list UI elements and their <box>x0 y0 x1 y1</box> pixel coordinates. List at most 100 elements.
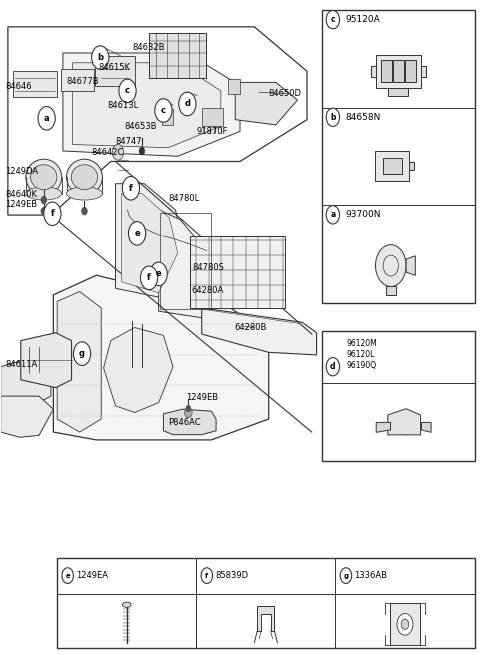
Ellipse shape <box>26 187 62 200</box>
Text: c: c <box>125 86 130 96</box>
Polygon shape <box>390 603 420 645</box>
Text: 84615K: 84615K <box>99 63 131 72</box>
Circle shape <box>141 266 157 290</box>
Circle shape <box>179 92 196 116</box>
Text: c: c <box>331 15 335 24</box>
Polygon shape <box>202 308 317 355</box>
Polygon shape <box>60 69 94 91</box>
Polygon shape <box>383 158 402 174</box>
Polygon shape <box>228 79 240 94</box>
Text: 93700N: 93700N <box>345 210 381 219</box>
Polygon shape <box>12 71 57 98</box>
Polygon shape <box>72 63 221 148</box>
Circle shape <box>122 176 140 200</box>
Text: e: e <box>156 269 161 278</box>
Text: 95120A: 95120A <box>345 15 380 24</box>
FancyBboxPatch shape <box>323 331 475 462</box>
Text: 1249EB: 1249EB <box>186 393 218 402</box>
Circle shape <box>73 342 91 365</box>
Polygon shape <box>0 357 51 407</box>
Polygon shape <box>386 286 396 295</box>
Polygon shape <box>21 333 72 388</box>
Circle shape <box>44 202 61 225</box>
FancyBboxPatch shape <box>57 557 475 648</box>
Polygon shape <box>421 422 431 432</box>
Circle shape <box>112 145 124 160</box>
Polygon shape <box>388 88 408 96</box>
Text: 1249EA: 1249EA <box>76 571 108 580</box>
Circle shape <box>184 407 192 418</box>
Text: 84650D: 84650D <box>269 89 302 98</box>
Ellipse shape <box>122 602 131 607</box>
Text: g: g <box>79 349 85 358</box>
Circle shape <box>326 10 339 29</box>
Circle shape <box>38 107 55 130</box>
Text: 64280B: 64280B <box>234 323 266 332</box>
Text: b: b <box>97 53 103 62</box>
FancyBboxPatch shape <box>323 10 475 303</box>
Polygon shape <box>235 83 298 125</box>
Circle shape <box>129 221 146 245</box>
Ellipse shape <box>26 159 62 195</box>
Polygon shape <box>406 255 415 275</box>
Text: g: g <box>343 572 348 578</box>
Circle shape <box>401 619 409 629</box>
Circle shape <box>340 568 352 584</box>
Text: 84611A: 84611A <box>5 360 38 369</box>
Ellipse shape <box>31 165 57 189</box>
Circle shape <box>326 108 339 126</box>
Polygon shape <box>376 54 420 88</box>
Polygon shape <box>376 422 391 432</box>
Text: 84747: 84747 <box>116 138 142 146</box>
Text: 84677B: 84677B <box>67 77 99 86</box>
Circle shape <box>41 196 47 204</box>
Polygon shape <box>162 109 173 125</box>
Text: 84780L: 84780L <box>168 194 200 202</box>
Polygon shape <box>158 210 214 318</box>
Polygon shape <box>121 193 178 293</box>
Text: 96120M
96120L
96190Q: 96120M 96120L 96190Q <box>346 339 377 370</box>
Text: 84653B: 84653B <box>124 122 156 131</box>
Polygon shape <box>104 328 173 413</box>
Ellipse shape <box>67 187 102 200</box>
Text: a: a <box>44 114 49 123</box>
Polygon shape <box>96 56 135 86</box>
Ellipse shape <box>72 165 97 189</box>
Text: 84642C: 84642C <box>92 148 124 157</box>
Text: 84640K: 84640K <box>5 190 37 198</box>
Text: 84658N: 84658N <box>345 113 381 122</box>
Polygon shape <box>375 151 409 181</box>
Circle shape <box>155 99 172 122</box>
Text: 85839D: 85839D <box>216 571 249 580</box>
Polygon shape <box>405 60 416 82</box>
Polygon shape <box>53 275 269 440</box>
Circle shape <box>326 358 339 376</box>
Polygon shape <box>388 409 420 435</box>
Circle shape <box>119 79 136 103</box>
Text: 64280A: 64280A <box>191 286 223 295</box>
Text: d: d <box>330 362 336 371</box>
Polygon shape <box>0 396 53 438</box>
Text: b: b <box>330 113 336 122</box>
Text: P846AC: P846AC <box>168 418 201 427</box>
Text: 1336AB: 1336AB <box>355 571 387 580</box>
FancyBboxPatch shape <box>190 236 286 308</box>
Text: 1249EB: 1249EB <box>5 200 37 209</box>
Text: f: f <box>147 273 151 282</box>
Text: e: e <box>65 572 70 578</box>
Polygon shape <box>420 66 426 77</box>
Circle shape <box>375 245 406 286</box>
Polygon shape <box>202 108 223 126</box>
Polygon shape <box>381 60 392 82</box>
Ellipse shape <box>67 159 102 195</box>
Text: e: e <box>134 229 140 238</box>
Polygon shape <box>372 66 376 77</box>
Circle shape <box>92 46 109 69</box>
Polygon shape <box>63 53 240 157</box>
Text: f: f <box>50 209 54 218</box>
Polygon shape <box>149 33 206 78</box>
Circle shape <box>326 206 339 224</box>
Text: a: a <box>330 210 336 219</box>
Polygon shape <box>163 409 216 435</box>
Circle shape <box>139 147 145 155</box>
